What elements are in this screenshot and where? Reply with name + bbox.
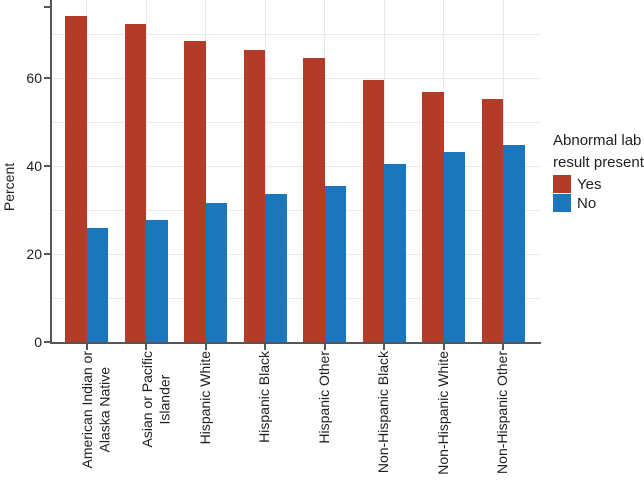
legend-swatch-yes bbox=[553, 175, 571, 193]
bar-yes bbox=[184, 40, 206, 342]
bar-yes bbox=[65, 16, 87, 342]
legend-title-line-1: Abnormal lab bbox=[553, 132, 642, 149]
gridline-horizontal bbox=[51, 165, 541, 167]
x-tick bbox=[502, 344, 504, 350]
bar-no bbox=[324, 185, 346, 342]
bar-no bbox=[443, 152, 465, 342]
bar-yes bbox=[481, 99, 503, 342]
y-axis-title: Percent bbox=[1, 162, 17, 212]
x-category-label-text: Non-Hispanic Other bbox=[494, 351, 511, 474]
x-tick bbox=[442, 344, 445, 350]
bar-yes bbox=[303, 58, 325, 342]
bar-no bbox=[503, 144, 525, 342]
x-category-label: Non-Hispanic Other bbox=[433, 351, 573, 484]
x-tick bbox=[204, 344, 207, 350]
y-tick-label: 20 bbox=[26, 246, 42, 262]
y-tick bbox=[44, 341, 50, 343]
legend-item-no: No bbox=[553, 194, 644, 212]
y-tick-label: 0 bbox=[34, 334, 42, 350]
gridline-vertical bbox=[324, 0, 325, 342]
gridline-horizontal bbox=[51, 77, 541, 79]
bar-no bbox=[265, 194, 287, 342]
gridline-vertical bbox=[86, 0, 87, 342]
bar-no bbox=[86, 227, 108, 342]
legend-label-no: No bbox=[577, 194, 597, 212]
legend: Abnormal lab result present Yes No bbox=[553, 130, 644, 212]
bar-yes bbox=[422, 91, 444, 342]
x-tick bbox=[145, 344, 147, 350]
x-tick bbox=[85, 344, 88, 350]
bar-no bbox=[146, 219, 168, 342]
y-tick bbox=[44, 77, 50, 79]
gridline-vertical bbox=[205, 0, 206, 342]
x-tick bbox=[264, 344, 266, 350]
gridline-horizontal bbox=[51, 121, 541, 123]
legend-title-line-2: result present bbox=[553, 154, 644, 171]
gridline-horizontal bbox=[51, 33, 541, 35]
y-tick bbox=[44, 253, 50, 255]
y-axis-line bbox=[50, 0, 52, 344]
bar-yes bbox=[124, 24, 146, 342]
y-tick bbox=[44, 165, 50, 167]
gridline-horizontal bbox=[51, 209, 541, 211]
y-tick-label: 40 bbox=[26, 158, 42, 174]
gridline-vertical bbox=[145, 0, 147, 342]
legend-swatch-no bbox=[553, 194, 571, 212]
legend-item-yes: Yes bbox=[553, 175, 644, 193]
y-tick-label: 60 bbox=[26, 70, 42, 86]
bar-yes bbox=[362, 80, 384, 342]
bar-yes bbox=[243, 49, 265, 342]
x-tick bbox=[383, 344, 385, 350]
plot-area bbox=[51, 0, 541, 342]
x-tick bbox=[323, 344, 326, 350]
gridline-vertical bbox=[264, 0, 266, 342]
bar-no bbox=[384, 163, 406, 342]
y-axis-end-tick bbox=[44, 6, 50, 8]
gridline-horizontal bbox=[51, 297, 541, 299]
legend-label-yes: Yes bbox=[577, 175, 602, 193]
gridline-horizontal bbox=[51, 253, 541, 255]
bar-no bbox=[205, 203, 227, 342]
x-axis-line bbox=[50, 342, 541, 344]
